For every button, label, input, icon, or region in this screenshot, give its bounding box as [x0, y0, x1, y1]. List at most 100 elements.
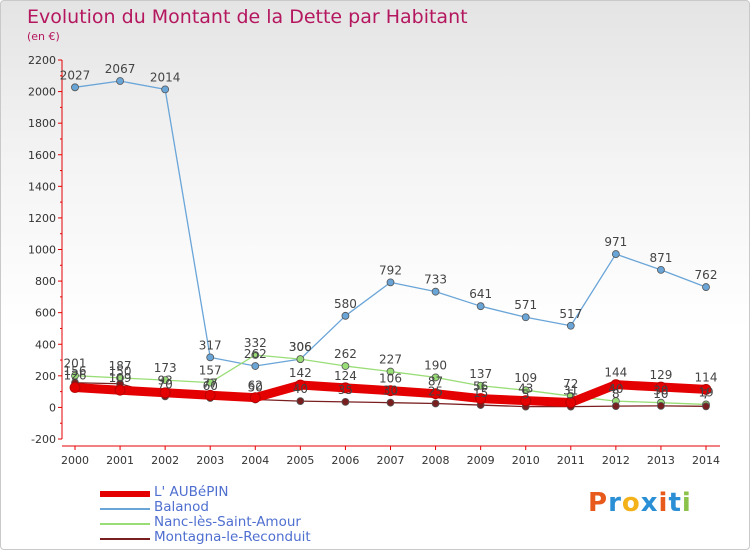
data-label-aubepin: 129 — [649, 368, 672, 382]
data-point-montagna — [341, 397, 350, 406]
data-label-balanod: 2067 — [105, 62, 136, 76]
data-point-aubepin — [610, 379, 622, 391]
data-point-balanod — [341, 311, 350, 320]
data-point-aubepin — [520, 395, 532, 407]
legend-label-aubepin: L' AUBéPIN — [154, 484, 229, 500]
x-tick-label: 2012 — [602, 454, 630, 467]
data-label-aubepin: 43 — [518, 382, 533, 396]
data-point-montagna — [611, 402, 620, 411]
data-point-balanod — [386, 278, 395, 287]
chart-subtitle: (en €) — [27, 30, 60, 43]
data-label-montagna: 70 — [158, 377, 173, 391]
data-point-aubepin — [249, 392, 261, 404]
data-label-nanc: 201 — [64, 357, 87, 371]
data-point-aubepin — [69, 382, 81, 393]
y-tick-label: 0 — [49, 401, 56, 414]
y-tick-label: 800 — [35, 275, 56, 288]
data-label-balanod: 306 — [289, 340, 312, 354]
x-tick-label: 2010 — [512, 454, 540, 467]
data-label-aubepin: 93 — [158, 374, 173, 388]
legend-swatch-balanod — [100, 508, 150, 510]
data-point-balanod — [116, 77, 124, 85]
x-tick-label: 2003 — [196, 454, 224, 467]
data-label-balanod: 2027 — [60, 68, 91, 82]
data-label-balanod: 792 — [379, 263, 402, 277]
legend-label-balanod: Balanod — [154, 499, 209, 515]
data-label-montagna: 35 — [338, 383, 353, 397]
data-label-aubepin: 77 — [203, 376, 218, 390]
data-label-nanc: 190 — [424, 358, 447, 372]
series-line-balanod — [74, 80, 707, 367]
data-label-montagna: 25 — [428, 384, 443, 398]
data-point-montagna — [657, 401, 665, 410]
data-label-montagna: 15 — [473, 386, 488, 400]
data-point-nanc — [431, 373, 440, 382]
data-label-montagna: 5 — [567, 388, 575, 402]
data-label-aubepin: 124 — [334, 369, 357, 383]
data-label-aubepin: 87 — [428, 375, 443, 389]
data-label-nanc: 306 — [289, 340, 312, 354]
data-point-aubepin — [294, 379, 306, 391]
x-tick-label: 2007 — [377, 454, 405, 467]
data-label-aubepin: 56 — [473, 380, 488, 394]
y-tick-label: 1000 — [28, 244, 56, 257]
data-point-aubepin — [340, 382, 351, 394]
x-tick-label: 2004 — [241, 454, 269, 467]
data-label-montagna: 10 — [653, 387, 668, 401]
data-point-nanc — [521, 386, 530, 395]
data-label-balanod: 262 — [244, 347, 267, 361]
data-label-aubepin: 62 — [248, 379, 263, 393]
data-point-nanc — [476, 381, 485, 390]
data-label-balanod: 641 — [469, 287, 492, 301]
y-tick-label: 2200 — [28, 54, 56, 67]
data-label-aubepin: 114 — [695, 370, 718, 384]
data-point-montagna — [702, 402, 710, 411]
y-tick-label: 2000 — [28, 86, 56, 99]
data-point-montagna — [296, 397, 305, 406]
data-point-aubepin — [114, 384, 126, 396]
y-tick-label: 600 — [35, 307, 56, 320]
data-point-balanod — [566, 321, 575, 330]
data-label-aubepin: 109 — [109, 371, 132, 385]
data-point-balanod — [702, 283, 710, 291]
legend-label-montagna: Montagna-le-Reconduit — [154, 529, 311, 545]
x-tick-label: 2001 — [106, 454, 134, 467]
data-label-balanod: 517 — [559, 307, 582, 321]
data-point-balanod — [71, 83, 79, 92]
legend-label-nanc: Nanc-lès-Saint-Amour — [154, 514, 301, 530]
legend-swatch-aubepin — [100, 491, 150, 497]
data-point-balanod — [251, 362, 260, 370]
data-point-balanod — [521, 313, 530, 322]
data-label-montagna: 7 — [702, 387, 710, 401]
data-point-aubepin — [159, 387, 171, 399]
data-point-aubepin — [204, 389, 216, 401]
data-label-balanod: 762 — [695, 268, 718, 282]
data-label-nanc: 157 — [199, 364, 222, 378]
data-point-balanod — [657, 265, 665, 274]
x-tick-label: 2008 — [422, 454, 450, 467]
data-label-montagna: 5 — [522, 388, 530, 402]
data-point-balanod — [431, 287, 440, 296]
data-point-nanc — [206, 378, 215, 387]
y-tick-label: 200 — [35, 370, 56, 383]
data-label-balanod: 871 — [649, 251, 672, 265]
x-tick-label: 2014 — [692, 454, 720, 467]
data-label-nanc: 72 — [563, 377, 578, 391]
data-label-nanc: 137 — [469, 367, 492, 381]
data-label-montagna: 60 — [203, 379, 218, 393]
x-tick-label: 2006 — [331, 454, 359, 467]
data-label-montagna: 40 — [293, 382, 308, 396]
x-tick-label: 2013 — [647, 454, 675, 467]
data-label-nanc: 109 — [514, 371, 537, 385]
data-label-nanc: 227 — [379, 353, 402, 367]
data-label-aubepin: 106 — [379, 372, 402, 386]
y-tick-label: -200 — [31, 433, 56, 446]
data-point-aubepin — [385, 385, 396, 397]
data-label-balanod: 2014 — [150, 70, 181, 84]
data-point-balanod — [161, 85, 170, 94]
data-label-nanc: 30 — [653, 384, 668, 398]
data-label-aubepin: 31 — [563, 384, 578, 398]
data-point-nanc — [251, 351, 260, 359]
data-point-nanc — [341, 362, 350, 370]
